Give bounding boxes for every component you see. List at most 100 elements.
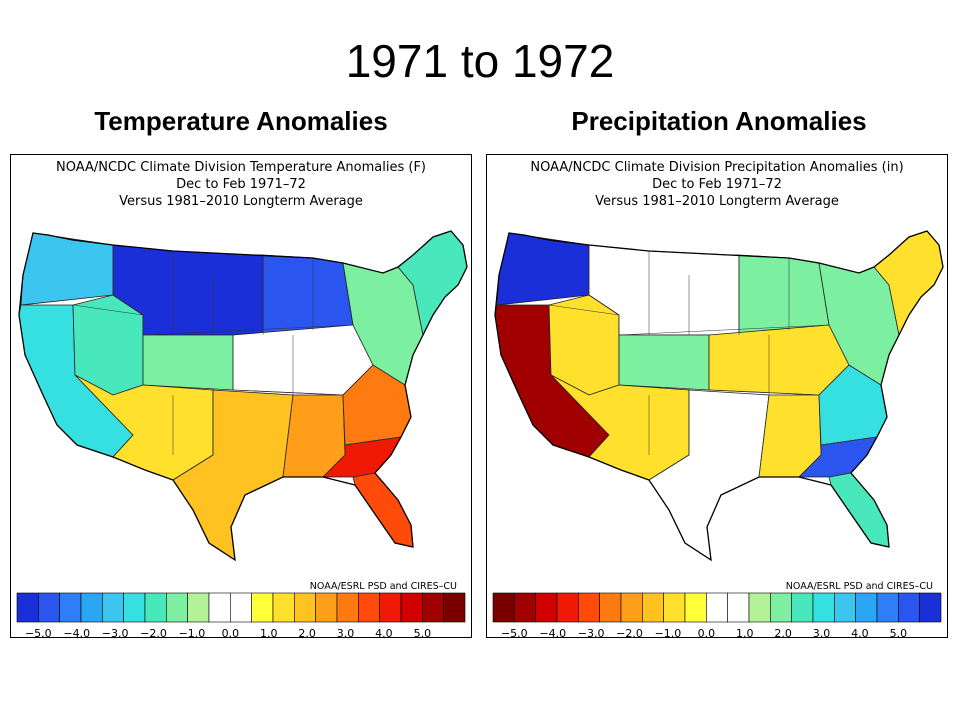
- precipitation-region-florida: [828, 472, 890, 548]
- precipitation-region-rockies: [618, 334, 710, 391]
- temperature-colorbar-swatch: [102, 592, 124, 623]
- temperature-us-outline: [18, 230, 468, 562]
- precipitation-colorbar-swatch: [684, 592, 707, 623]
- temperature-map-header-line-3: Versus 1981–2010 Longterm Average: [119, 194, 363, 209]
- precipitation-colorbar-swatch: [770, 592, 792, 623]
- temperature-colorbar-tick-label: −4.0: [63, 627, 91, 640]
- precipitation-colorbar-swatch: [727, 592, 750, 623]
- precipitation-colorbar-swatch: [556, 592, 579, 623]
- temperature-colorbar-swatch: [251, 592, 274, 623]
- precipitation-colorbar-ticks: −5.0 −4.0 −3.0 −2.0 −1.0 0.0 1.0 2.0 3.0 4.0 5.0: [487, 627, 947, 641]
- temperature-region-upper-midwest: [262, 254, 354, 336]
- precipitation-colorbar-swatch: [898, 592, 920, 623]
- temperature-colorbar-tick-label: −3.0: [101, 627, 129, 640]
- temperature-region-florida: [352, 472, 414, 548]
- precipitation-colorbar-tick-label: 5.0: [889, 627, 908, 640]
- temperature-colorbar-tick-label: −1.0: [178, 627, 206, 640]
- temperature-heading: Temperature Anomalies: [94, 106, 388, 136]
- precipitation-colorbar-swatch: [642, 592, 664, 623]
- temperature-colorbar-tick-label: 2.0: [298, 627, 316, 640]
- temperature-division-borders-5: [172, 258, 314, 455]
- precipitation-division-borders-1: [548, 245, 620, 396]
- temperature-map-header-line-1: NOAA/NCDC Climate Division Temperature A…: [55, 160, 427, 175]
- temperature-division-borders-1: [72, 245, 144, 396]
- precipitation-map-credit: NOAA/ESRL PSD and CIRES–CU: [785, 581, 933, 592]
- temperature-colorbar-swatch: [294, 592, 316, 623]
- temperature-colorbar-swatch: [80, 592, 103, 623]
- precipitation-map-header-line-1: NOAA/NCDC Climate Division Precipitation…: [530, 160, 904, 175]
- precipitation-colorbar-swatch: [578, 592, 600, 623]
- precipitation-colorbar-swatch: [812, 592, 835, 623]
- temperature-colorbar-swatch: [123, 592, 146, 623]
- precipitation-colorbar-tick-label: 2.0: [774, 627, 792, 640]
- precipitation-colorbar-tick-label: −1.0: [654, 627, 682, 640]
- precipitation-colorbar-swatch: [791, 592, 814, 623]
- precipitation-map-panel: NOAA/NCDC Climate Division Precipitation…: [486, 154, 948, 641]
- temperature-colorbar-swatch: [336, 592, 359, 623]
- precipitation-colorbar-swatch: [834, 592, 856, 623]
- temperature-division-borders-3: [212, 389, 346, 478]
- precipitation-us-outline: [494, 230, 944, 562]
- temperature-colorbar-swatch: [38, 592, 60, 623]
- precipitation-colorbar-swatch: [535, 592, 558, 623]
- precipitation-division-borders-2: [618, 251, 830, 390]
- slide-title: 1971 to 1972: [345, 35, 615, 87]
- temperature-colorbar-swatch: [272, 592, 295, 623]
- temperature-colorbar-swatch: [208, 592, 231, 623]
- temperature-colorbar-tick-label: 3.0: [336, 627, 355, 640]
- precipitation-region-upper-midwest: [738, 254, 830, 336]
- temperature-map-svg: [16, 230, 468, 623]
- temperature-colorbar-swatch: [59, 592, 82, 623]
- temperature-colorbar-swatch: [422, 592, 444, 623]
- precipitation-colorbar-swatch: [663, 592, 686, 623]
- precipitation-colorbar-tick-label: −4.0: [539, 627, 567, 640]
- temperature-colorbar-swatch: [443, 592, 466, 623]
- temperature-colorbar-swatch: [315, 592, 338, 623]
- temperature-colorbar-swatch: [144, 592, 167, 623]
- temperature-colorbar-swatch: [230, 592, 252, 623]
- temperature-colorbar-swatch: [187, 592, 210, 623]
- precipitation-colorbar-tick-label: 0.0: [697, 627, 716, 640]
- precipitation-colorbar-swatch: [919, 592, 942, 623]
- precipitation-colorbar-tick-label: −3.0: [577, 627, 605, 640]
- temperature-colorbar-tick-label: 4.0: [375, 627, 393, 640]
- precipitation-colorbar-tick-label: 4.0: [851, 627, 869, 640]
- temperature-colorbar-tick-label: −2.0: [140, 627, 167, 640]
- temperature-us-map: [18, 230, 468, 562]
- precipitation-colorbar-tick-label: 3.0: [812, 627, 831, 640]
- precipitation-colorbar-swatch: [514, 592, 536, 623]
- precipitation-colorbar-swatch: [748, 592, 771, 623]
- precipitation-us-map: [494, 230, 944, 562]
- temperature-colorbar-tick-label: 0.0: [221, 627, 240, 640]
- precipitation-colorbar-swatch: [599, 592, 622, 623]
- temperature-colorbar-swatch: [400, 592, 423, 623]
- precipitation-colorbar-swatch: [855, 592, 878, 623]
- temperature-colorbar-swatch: [166, 592, 188, 623]
- temperature-map-header-line-2: Dec to Feb 1971–72: [176, 177, 306, 192]
- precipitation-region-central: [708, 324, 850, 396]
- precipitation-division-borders-4: [820, 324, 882, 478]
- temperature-division-borders-4: [344, 324, 406, 478]
- precipitation-colorbar-tick-label: −5.0: [500, 627, 528, 640]
- temperature-map-credit: NOAA/ESRL PSD and CIRES–CU: [309, 581, 457, 592]
- temperature-colorbar-ticks: −5.0 −4.0 −3.0 −2.0 −1.0 0.0 1.0 2.0 3.0 4.0 5.0: [11, 627, 471, 641]
- temperature-region-central: [232, 324, 374, 396]
- precipitation-map-header-line-2: Dec to Feb 1971–72: [652, 177, 782, 192]
- precipitation-map-svg: [492, 230, 944, 623]
- precipitation-colorbar-swatch: [876, 592, 899, 623]
- temperature-map-panel: NOAA/NCDC Climate Division Temperature A…: [10, 154, 472, 641]
- temperature-colorbar-tick-label: −5.0: [24, 627, 52, 640]
- precipitation-division-borders-5: [648, 258, 790, 455]
- precipitation-colorbar-swatch: [706, 592, 728, 623]
- precipitation-heading: Precipitation Anomalies: [571, 106, 867, 136]
- temperature-colorbar-swatch: [16, 592, 39, 623]
- temperature-colorbar-swatch: [379, 592, 402, 623]
- precipitation-colorbar-swatch: [492, 592, 515, 623]
- temperature-region-rockies: [142, 334, 234, 391]
- precipitation-colorbar-tick-label: −2.0: [616, 627, 643, 640]
- temperature-colorbar-swatch: [358, 592, 380, 623]
- temperature-division-borders-2: [142, 251, 354, 390]
- precipitation-colorbar-tick-label: 1.0: [735, 627, 754, 640]
- temperature-colorbar-tick-label: 5.0: [413, 627, 432, 640]
- temperature-colorbar-tick-label: 1.0: [259, 627, 278, 640]
